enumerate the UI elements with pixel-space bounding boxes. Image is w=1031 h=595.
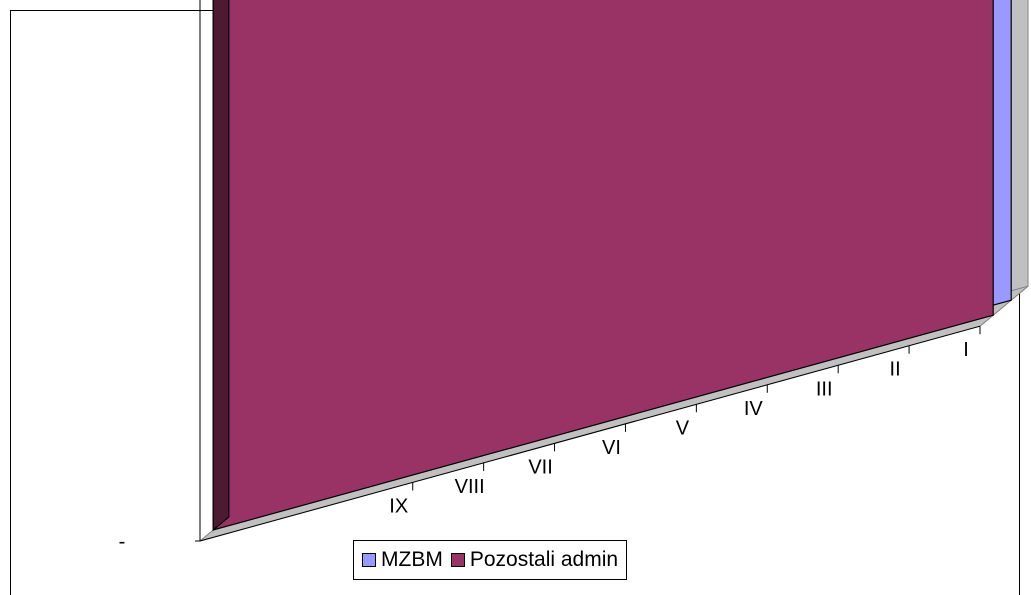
x-axis-line <box>199 325 981 542</box>
x-tick-label: III <box>816 378 833 400</box>
x-tick-label: II <box>890 359 901 381</box>
x-tick-label: I <box>963 339 969 361</box>
legend-item-mzbm: MZBM <box>362 548 443 572</box>
x-tick-label: VI <box>602 437 621 459</box>
x-tick-label: IX <box>389 495 408 517</box>
x-tick-label: V <box>676 417 690 439</box>
series-front-face <box>212 0 994 531</box>
series-end-cap <box>212 0 230 532</box>
legend: MZBM Pozostali admin <box>353 540 628 580</box>
legend-swatch-mzbm <box>362 553 376 567</box>
legend-label-pozostali: Pozostali admin <box>469 548 619 571</box>
x-tick-label: IV <box>744 398 764 420</box>
y-tick-label: - <box>119 531 126 553</box>
legend-label-mzbm: MZBM <box>381 548 443 571</box>
x-tick-label: VII <box>528 456 552 478</box>
x-tick-label: VIII <box>455 476 485 498</box>
legend-item-pozostali: Pozostali admin <box>450 548 619 572</box>
legend-swatch-pozostali <box>450 553 465 567</box>
